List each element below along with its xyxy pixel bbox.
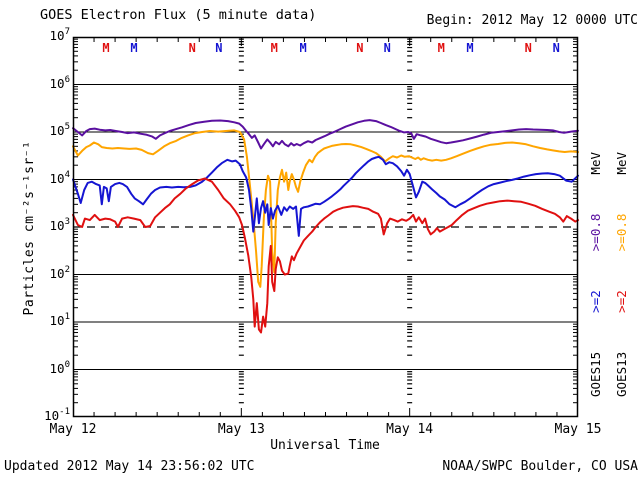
satellite-marker-M: M [438, 41, 445, 55]
legend-goes15-mev-label: MeV [588, 152, 603, 175]
satellite-marker-N: N [553, 41, 560, 55]
y-tick-label: 107 [49, 27, 70, 44]
satellite-marker-M: M [271, 41, 278, 55]
y-tick-label: 101 [49, 312, 70, 329]
satellite-marker-M: M [102, 41, 109, 55]
satellite-marker-N: N [384, 41, 391, 55]
legend-goes15-ge2-label: >=2 [588, 290, 603, 313]
y-axis-title: Particles cm⁻²s⁻¹sr⁻¹ [22, 140, 37, 316]
satellite-marker-M: M [299, 41, 306, 55]
y-tick-label: 106 [49, 74, 70, 91]
chart-title: GOES Electron Flux (5 minute data) [40, 7, 317, 23]
satellite-marker-N: N [525, 41, 532, 55]
satellite-marker-N: N [356, 41, 363, 55]
y-tick-label: 102 [49, 264, 70, 281]
legend-goes15-column: GOES15 >=2 >=0.8 MeV [588, 152, 603, 397]
y-tick-label: 105 [49, 122, 70, 139]
source-attribution: NOAA/SWPC Boulder, CO USA [442, 459, 638, 474]
satellite-marker-M: M [130, 41, 137, 55]
x-tick-label: May 13 [217, 422, 265, 437]
y-tick-label: 100 [49, 359, 70, 376]
series-goes15-0-8-mev [72, 119, 579, 150]
legend-goes15-label: GOES15 [588, 351, 603, 397]
satellite-marker-N: N [189, 41, 196, 55]
satellite-marker-M: M [466, 41, 473, 55]
legend-goes13-mev-label: MeV [614, 152, 629, 175]
series-goes13-2-mev [72, 177, 579, 334]
series-goes15-2-mev [72, 155, 579, 237]
y-tick-label: 10-1 [44, 407, 70, 424]
legend-goes13-column: GOES13 >=2 >=0.8 MeV [614, 152, 629, 397]
x-tick-label: May 15 [554, 422, 602, 437]
legend-goes13-ge08-label: >=0.8 [614, 213, 629, 252]
y-tick-label: 103 [49, 217, 70, 234]
updated-timestamp: Updated 2012 May 14 23:56:02 UTC [4, 459, 255, 474]
y-tick-label: 104 [49, 169, 70, 186]
series-goes13-0-8-mev [72, 129, 579, 288]
x-tick-label: May 12 [49, 422, 97, 437]
legend-goes13-label: GOES13 [614, 351, 629, 397]
begin-timestamp: Begin: 2012 May 12 0000 UTC [426, 13, 638, 28]
x-tick-label: May 14 [386, 422, 434, 437]
legend-goes13-ge2-label: >=2 [614, 290, 629, 313]
legend-goes15-ge08-label: >=0.8 [588, 213, 603, 252]
satellite-marker-N: N [215, 41, 222, 55]
x-axis-title: Universal Time [270, 438, 380, 453]
